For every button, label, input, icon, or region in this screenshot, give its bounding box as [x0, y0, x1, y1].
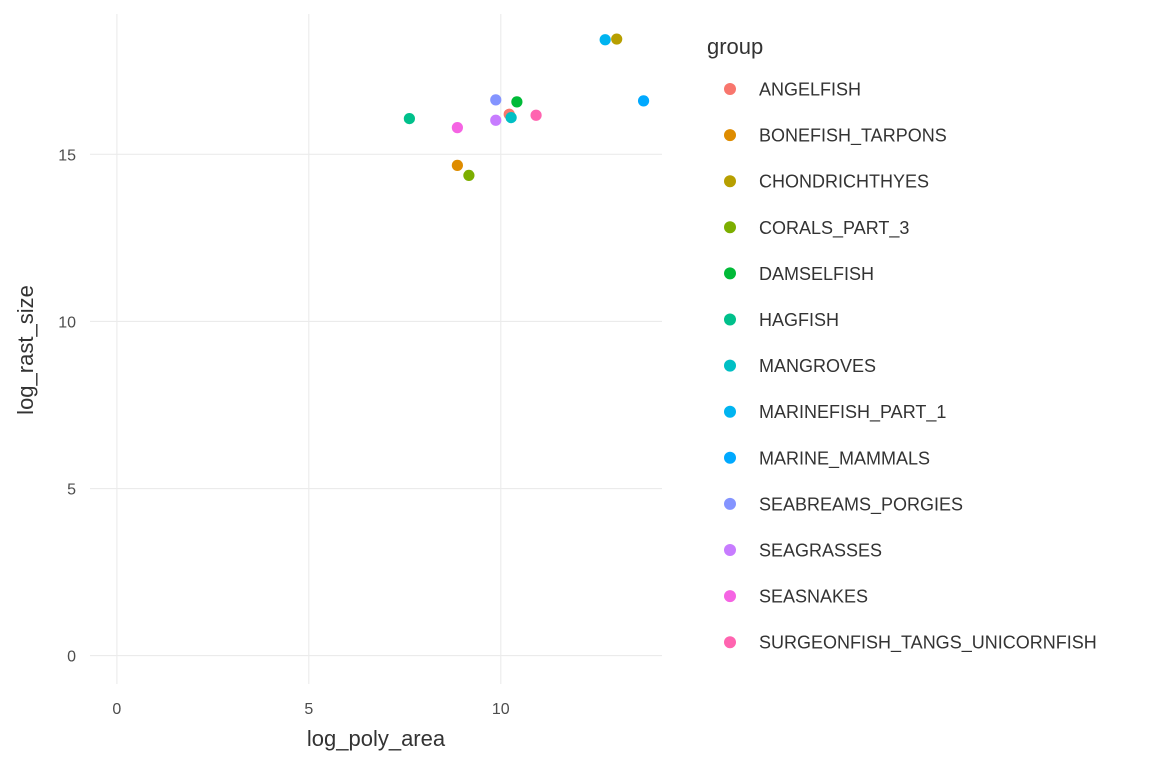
- legend-label: ANGELFISH: [759, 80, 861, 100]
- legend-key: [724, 497, 736, 510]
- legend-key: [724, 175, 736, 188]
- data-point: [463, 169, 475, 182]
- legend-title: group: [707, 34, 763, 59]
- legend-key: [724, 83, 736, 95]
- legend-key: [724, 267, 736, 280]
- legend-key: [724, 129, 736, 142]
- legend-label: SEAGRASSES: [759, 541, 882, 561]
- x-tick-label: 5: [304, 701, 313, 718]
- legend-label: DAMSELFISH: [759, 264, 874, 284]
- legend-label: MARINEFISH_PART_1: [759, 402, 946, 423]
- data-point: [451, 159, 463, 171]
- data-point: [530, 109, 542, 121]
- data-point: [490, 114, 502, 126]
- legend-label: HAGFISH: [759, 310, 839, 330]
- y-tick-label: 15: [58, 147, 76, 164]
- x-axis-ticks: 0 5 10: [112, 701, 509, 718]
- legend-key: [724, 221, 736, 234]
- data-point: [451, 122, 463, 134]
- data-point: [505, 111, 517, 124]
- y-axis-title: log_rast_size: [13, 285, 38, 415]
- legend-key: [724, 405, 736, 418]
- legend-label: SEASNAKES: [759, 587, 868, 607]
- legend-key: [724, 313, 736, 326]
- data-point: [637, 95, 650, 107]
- data-point: [511, 96, 523, 108]
- legend-label: SEABREAMS_PORGIES: [759, 494, 963, 515]
- data-point: [611, 33, 623, 45]
- legend-key: [724, 451, 736, 464]
- x-tick-label: 0: [112, 701, 121, 718]
- y-tick-label: 10: [58, 314, 76, 331]
- legend-label: BONEFISH_TARPONS: [759, 126, 947, 147]
- legend: group ANGELFISH BONEFISH_TARPONS CHONDRICH…: [707, 34, 1097, 654]
- legend-key: [724, 590, 736, 603]
- legend-label: MARINE_MAMMALS: [759, 448, 930, 469]
- data-points: [403, 33, 650, 182]
- legend-label: CORALS_PART_3: [759, 218, 909, 239]
- grid: [90, 14, 662, 684]
- legend-key: [724, 544, 736, 556]
- y-tick-label: 0: [67, 649, 76, 666]
- legend-items: ANGELFISH BONEFISH_TARPONS CHONDRICHTHYES C…: [724, 80, 1097, 654]
- data-point: [490, 94, 502, 106]
- x-tick-label: 10: [492, 701, 510, 718]
- x-axis-title: log_poly_area: [307, 726, 446, 751]
- data-point: [599, 34, 611, 46]
- y-tick-label: 5: [67, 482, 76, 499]
- legend-key: [724, 359, 736, 372]
- legend-label: CHONDRICHTHYES: [759, 172, 929, 192]
- legend-key: [724, 636, 736, 649]
- data-point: [403, 112, 415, 125]
- legend-label: MANGROVES: [759, 356, 876, 376]
- y-axis-ticks: 0 5 10 15: [58, 147, 76, 665]
- legend-label: SURGEONFISH_TANGS_UNICORNFISH: [759, 633, 1097, 654]
